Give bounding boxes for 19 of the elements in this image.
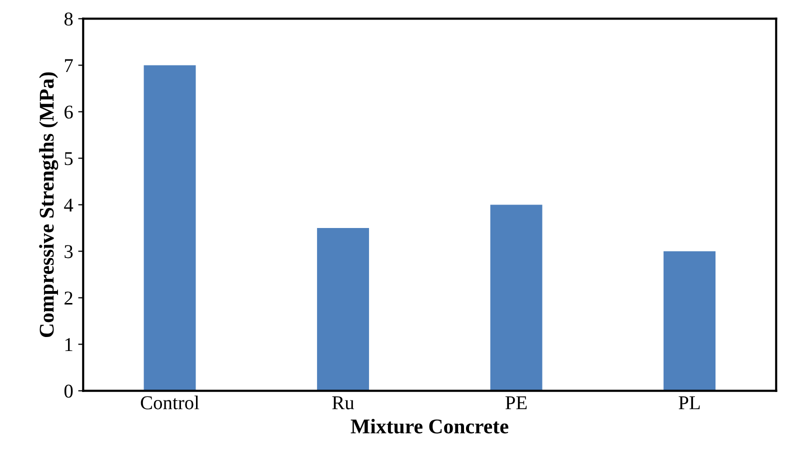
y-tick-label: 5 (64, 152, 73, 166)
y-tick-label: 1 (65, 338, 72, 352)
bar (317, 228, 370, 391)
x-axis-title: Mixture Concrete (350, 418, 508, 434)
y-tick-label: 7 (65, 59, 73, 72)
y-tick-label: 8 (64, 12, 73, 26)
x-tick-label: Control (140, 396, 200, 410)
x-tick-label: Ru (332, 396, 354, 410)
bar (664, 251, 716, 391)
y-tick-label: 4 (64, 198, 74, 212)
y-tick-label: 0 (64, 384, 73, 398)
y-tick-label: 2 (64, 292, 72, 305)
y-tick-label: 3 (64, 245, 73, 258)
x-tick-label: PL (678, 396, 700, 410)
y-axis-title: Compressive Strengths (MPa) (39, 72, 58, 338)
y-tick-label: 6 (64, 106, 73, 119)
bar (144, 65, 196, 391)
bar (490, 204, 542, 391)
x-tick-label: PE (506, 396, 527, 410)
